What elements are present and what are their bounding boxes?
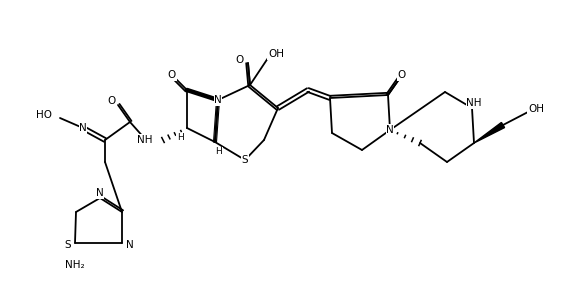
Text: S: S: [65, 240, 71, 250]
Text: N: N: [96, 188, 104, 198]
Text: O: O: [168, 70, 176, 80]
Text: NH: NH: [466, 98, 482, 108]
Text: O: O: [398, 70, 406, 80]
Text: N: N: [79, 123, 87, 133]
Text: OH: OH: [528, 104, 544, 114]
Text: N: N: [126, 240, 134, 250]
Text: HO: HO: [36, 110, 52, 120]
Polygon shape: [474, 123, 505, 143]
Text: H: H: [176, 133, 183, 143]
Text: N: N: [214, 95, 222, 105]
Text: S: S: [242, 155, 248, 165]
Text: NH: NH: [138, 135, 153, 145]
Text: O: O: [108, 96, 116, 106]
Text: H: H: [216, 147, 222, 157]
Text: OH: OH: [268, 49, 284, 59]
Text: N: N: [386, 125, 394, 135]
Text: O: O: [236, 55, 244, 65]
Text: NH₂: NH₂: [65, 260, 85, 270]
